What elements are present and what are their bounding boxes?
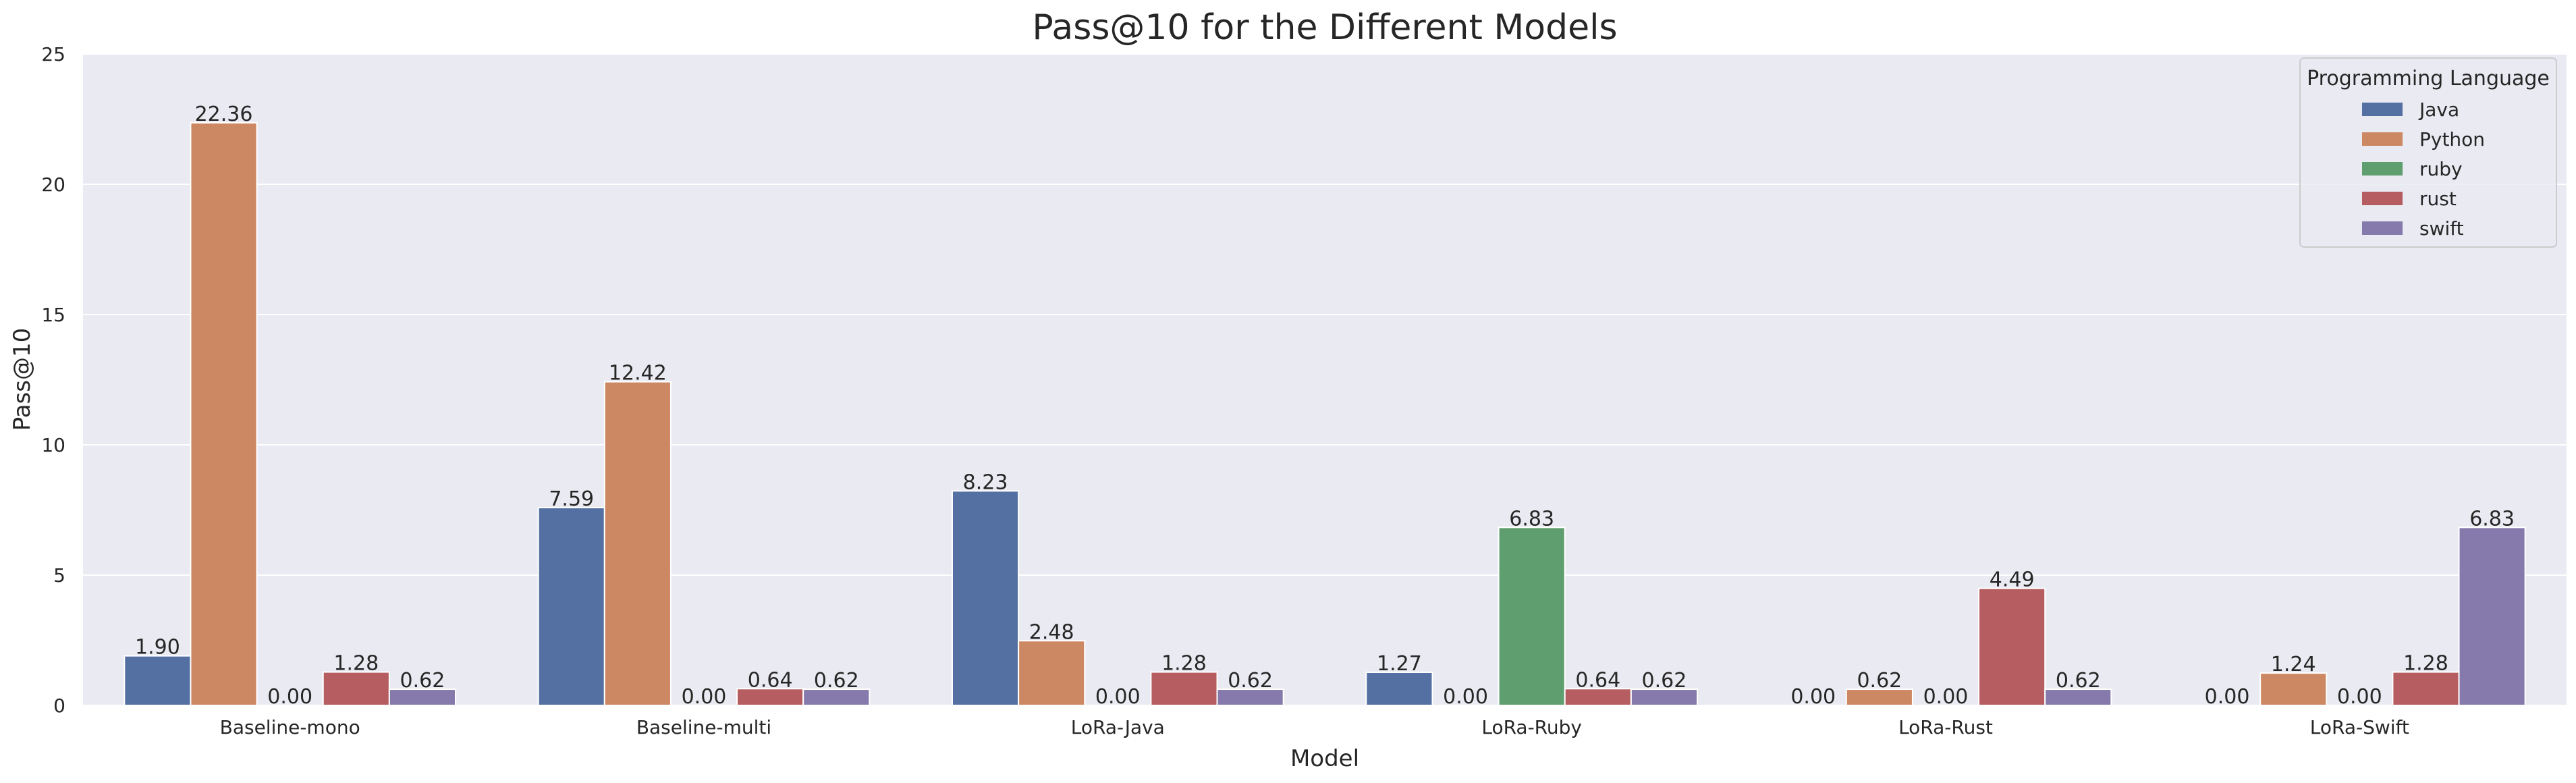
x-tick-label: LoRa-Ruby: [1481, 716, 1582, 738]
legend-swatch-ruby: [2362, 162, 2403, 176]
bar-value-label: 0.00: [682, 685, 727, 709]
bar-value-label: 0.00: [267, 685, 312, 709]
y-axis-label: Pass@10: [9, 328, 36, 431]
bar-value-label: 0.00: [2337, 685, 2382, 709]
legend: Programming Language Java Python ruby rust s…: [2299, 57, 2557, 248]
x-axis-label: Model: [1290, 745, 1359, 772]
bar-python-lora-rust: [1845, 688, 1913, 706]
bar-value-label: 1.27: [1377, 652, 1422, 676]
bar-ruby-lora-ruby: [1498, 526, 1566, 706]
bar-value-label: 6.83: [2469, 507, 2515, 531]
bar-swift-lora-ruby: [1630, 688, 1699, 706]
bar-value-label: 0.62: [1642, 669, 1687, 693]
bar-rust-lora-rust: [1978, 587, 2046, 706]
bar-rust-lora-ruby: [1564, 688, 1632, 707]
legend-label-ruby: ruby: [2419, 158, 2463, 180]
bar-java-baseline-multi: [537, 507, 605, 706]
legend-swatch-swift: [2362, 221, 2403, 235]
bar-python-lora-java: [1018, 640, 1086, 706]
bar-rust-lora-swift: [2392, 671, 2460, 706]
bar-python-baseline-mono: [190, 122, 258, 707]
bar-python-baseline-multi: [603, 381, 672, 706]
x-axis-ticks: Baseline-mono Baseline-multi LoRa-Java LoRa…: [220, 716, 2409, 738]
bar-value-label: 12.42: [609, 362, 667, 385]
x-tick-label: LoRa-Rust: [1898, 716, 1993, 738]
bar-value-label: 0.62: [1228, 669, 1273, 693]
chart-title: Pass@10 for the Different Models: [1032, 7, 1617, 48]
bar-rust-baseline-multi: [736, 688, 804, 707]
bar-swift-baseline-mono: [388, 688, 456, 706]
bar-java-baseline-mono: [124, 655, 192, 706]
bar-value-label: 0.62: [2056, 669, 2101, 693]
plot-area: [83, 54, 2567, 705]
bar-java-lora-ruby: [1365, 671, 1433, 707]
legend-label-rust: rust: [2419, 188, 2457, 210]
y-axis-ticks: 0 5 10 15 20 25: [41, 43, 65, 717]
bar-value-label: 0.62: [400, 669, 445, 693]
bar-value-label: 7.59: [549, 487, 594, 511]
bar-value-label: 0.00: [1923, 685, 1969, 709]
bar-rust-lora-java: [1150, 671, 1218, 706]
bar-value-label: 0.00: [1095, 685, 1141, 709]
bar-value-label: 4.49: [1990, 568, 2035, 592]
bar-value-label: 1.28: [333, 652, 379, 676]
bar-value-label: 0.00: [1443, 685, 1488, 709]
x-tick-label: LoRa-Java: [1071, 716, 1165, 738]
x-tick-label: Baseline-mono: [220, 716, 360, 738]
bar-value-label: 1.24: [2271, 653, 2316, 676]
bars: [124, 122, 2526, 707]
y-tick-label: 15: [41, 304, 65, 326]
legend-title: Programming Language: [2307, 67, 2550, 90]
bar-value-label: 2.48: [1029, 620, 1074, 644]
bar-rust-baseline-mono: [322, 671, 390, 706]
y-tick-label: 20: [41, 173, 65, 196]
bar-value-label: 1.90: [135, 636, 180, 659]
y-tick-label: 0: [53, 695, 65, 717]
bar-swift-baseline-multi: [802, 688, 871, 706]
bar-value-label: 0.00: [1790, 685, 1836, 709]
bar-value-label: 22.36: [195, 103, 253, 126]
bar-value-label: 0.64: [1575, 668, 1620, 692]
y-tick-label: 25: [41, 43, 65, 65]
bar-value-label: 0.62: [1857, 669, 1902, 693]
bar-value-label: 0.00: [2205, 685, 2250, 709]
bar-python-lora-swift: [2259, 672, 2328, 706]
bar-value-label: 0.64: [748, 668, 793, 692]
bar-value-label: 0.62: [814, 669, 859, 693]
legend-label-swift: swift: [2419, 217, 2464, 240]
legend-swatch-python: [2362, 132, 2403, 146]
legend-items: Java Python ruby rust swift: [2362, 99, 2485, 240]
bar-value-label: 1.28: [1161, 652, 1207, 676]
y-tick-label: 5: [53, 564, 65, 587]
legend-label-python: Python: [2419, 128, 2485, 151]
bar-java-lora-java: [952, 490, 1020, 707]
x-tick-label: Baseline-multi: [636, 716, 771, 738]
x-tick-label: LoRa-Swift: [2310, 716, 2409, 738]
bar-swift-lora-java: [1216, 688, 1284, 706]
bar-labels: 1.90 22.36 0.00 1.28 0.62 7.59 12.42 0.00 0.64 0.…: [135, 103, 2515, 709]
legend-label-java: Java: [2418, 99, 2459, 121]
bar-value-label: 1.28: [2403, 652, 2448, 676]
y-tick-label: 10: [41, 434, 65, 456]
legend-swatch-rust: [2362, 192, 2403, 205]
bar-swift-lora-swift: [2458, 526, 2526, 706]
bar-value-label: 8.23: [963, 470, 1008, 494]
legend-swatch-java: [2362, 103, 2403, 116]
bar-swift-lora-rust: [2044, 688, 2112, 706]
bar-value-label: 6.83: [1509, 507, 1554, 531]
gridlines: [83, 53, 2567, 706]
